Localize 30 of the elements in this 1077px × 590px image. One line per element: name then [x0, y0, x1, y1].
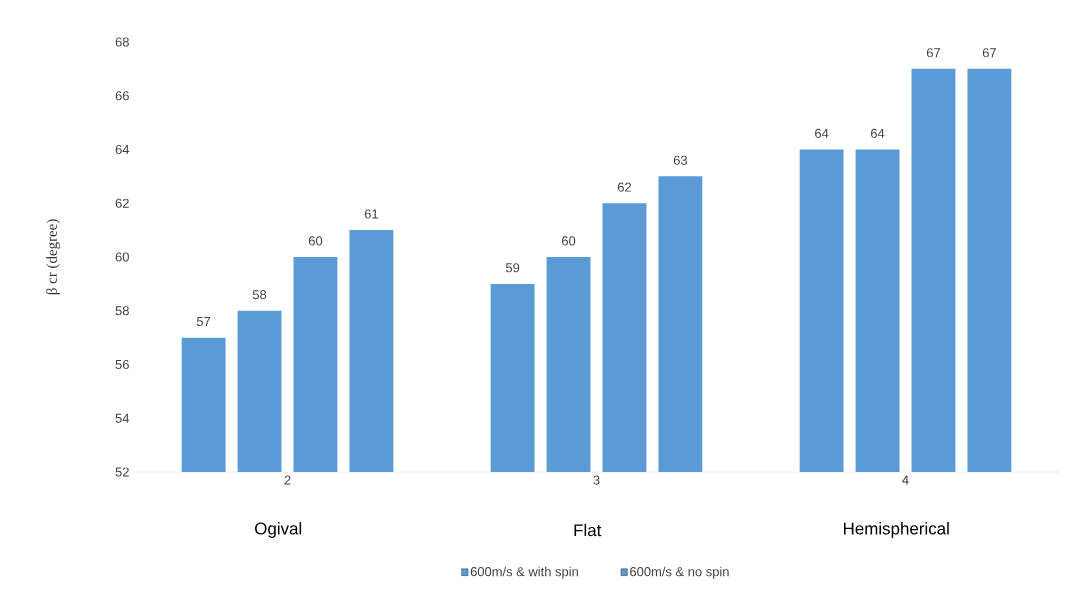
text: Ogival: [255, 522, 302, 538]
data-label: 63: [673, 155, 688, 165]
data-label: 67: [982, 48, 996, 58]
data-label: 61: [364, 209, 378, 219]
y-tick-label: 56: [115, 359, 129, 370]
y-axis-title: β cr (degree): [46, 219, 60, 295]
legend-label: 600m/s & with spin: [470, 566, 578, 579]
data-label: 62: [617, 182, 632, 192]
x-tick-label: 3: [593, 475, 600, 485]
y-tick-label: 62: [115, 198, 129, 208]
x-tick-label: 2: [284, 475, 291, 485]
data-label: 67: [926, 48, 941, 58]
text: Hemispherical: [843, 522, 949, 538]
y-tick-label: 60: [115, 252, 129, 262]
data-label: 64: [871, 128, 885, 138]
y-tick-label: 54: [115, 413, 130, 423]
data-label: 60: [308, 236, 323, 246]
y-tick-label: 58: [115, 306, 129, 316]
data-label: 57: [196, 317, 211, 327]
data-label: 59: [505, 263, 520, 273]
y-tick-label: 64: [115, 144, 130, 155]
y-tick-label: 68: [115, 37, 129, 47]
data-label: 64: [815, 128, 829, 138]
legend-label: 600m/s & no spin: [630, 566, 729, 579]
y-tick-label: 66: [115, 91, 129, 101]
text: Flat: [574, 523, 602, 537]
y-tick-label: 52: [115, 467, 129, 477]
data-label: 60: [561, 236, 576, 246]
data-label: 58: [252, 290, 267, 300]
x-tick-label: 4: [902, 475, 909, 485]
